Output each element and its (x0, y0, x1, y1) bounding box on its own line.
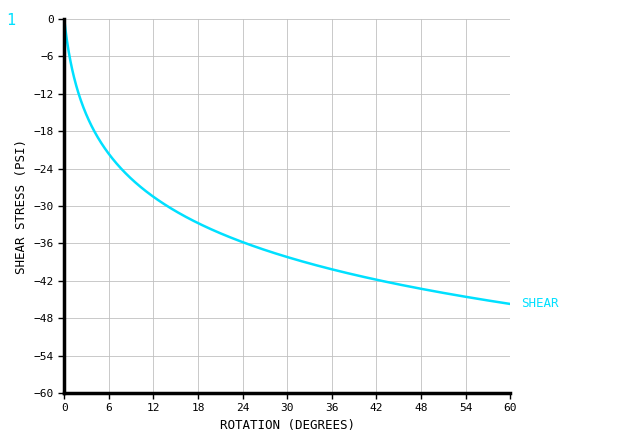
Text: SHEAR: SHEAR (522, 297, 559, 311)
Text: 1: 1 (6, 13, 15, 29)
Y-axis label: SHEAR STRESS (PSI): SHEAR STRESS (PSI) (15, 139, 28, 274)
X-axis label: ROTATION (DEGREES): ROTATION (DEGREES) (220, 419, 355, 432)
